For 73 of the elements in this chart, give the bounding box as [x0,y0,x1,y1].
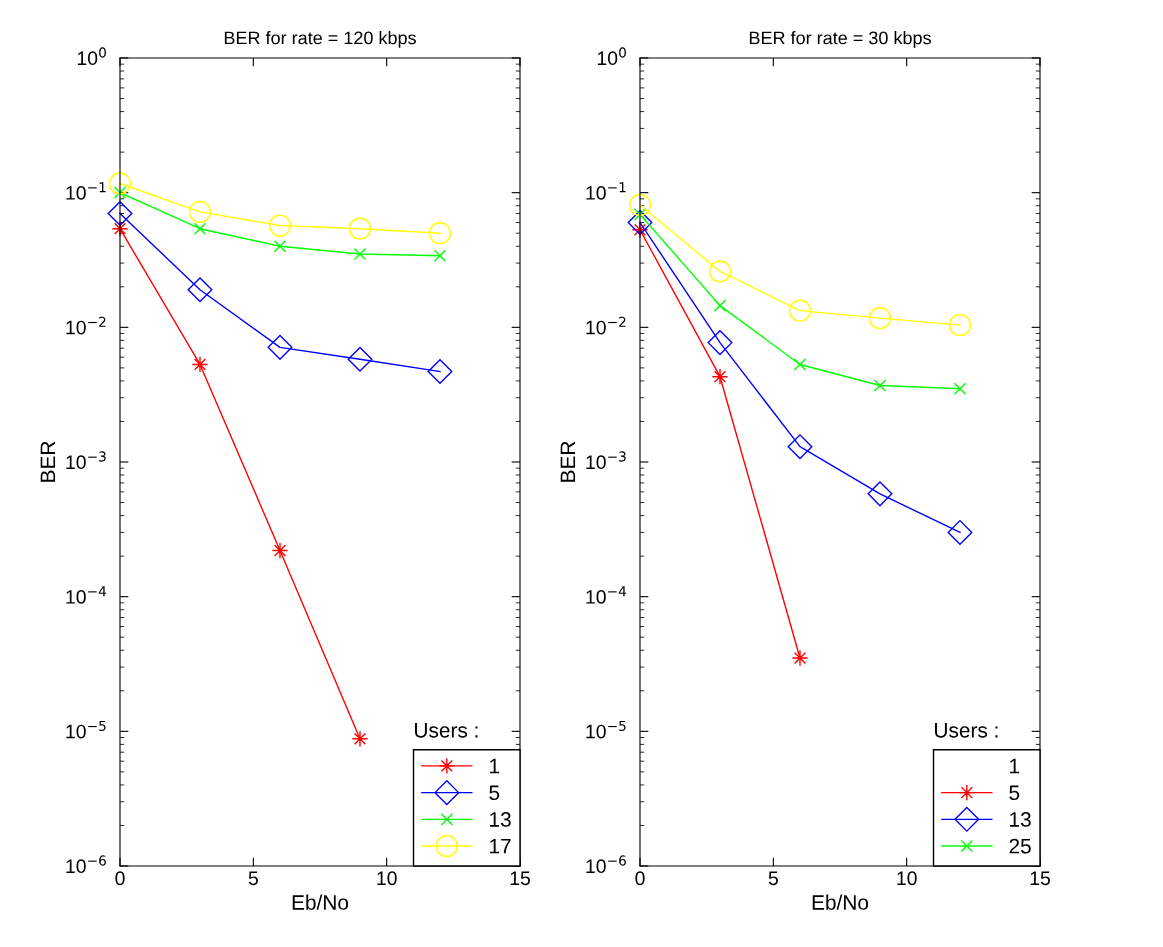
point [188,200,212,223]
point [273,240,287,253]
point [113,186,127,199]
point [948,313,972,337]
legend-label: 13 [490,812,511,827]
point [108,172,132,195]
text: 1 [1010,758,1020,774]
point [867,481,893,507]
x-tick-label: 10 [897,871,917,886]
point [627,210,653,236]
legend-title: Users : [935,723,998,738]
point [713,299,727,312]
legend-label: 5 [489,785,500,801]
y-tick-label: 10$^{−2}$ [586,316,626,335]
y-tick-label: 10$^{−3}$ [586,451,626,470]
y-tick-label: 10$^{−3}$ [66,451,106,470]
point [628,193,652,217]
point [868,307,892,330]
legend-label: 5 [1009,785,1020,801]
y-tick-label: 10$^{−1}$ [66,182,106,200]
y-tick-label: 10$^{−1}$ [586,182,626,200]
point [793,358,807,371]
y-tick-label: 10$^{−2}$ [66,316,106,335]
y-tick-label: 10$^{−5}$ [66,720,106,739]
point [791,649,809,667]
x-tick-label: 0 [115,871,125,886]
point [193,222,207,235]
y-tick-label: 10$^{−6}$ [66,855,106,874]
x-tick-label: 15 [1030,871,1050,886]
y-axis-title: BER [560,441,576,482]
point [633,208,647,221]
point [268,214,292,237]
y-tick-label: 10$^{−4}$ [66,586,107,604]
point [351,730,369,748]
x-axis-title: Eb/No [292,894,349,910]
x-tick-label: 5 [768,871,778,886]
x-tick-label: 10 [377,871,397,886]
legend-label: 1 [490,758,500,774]
point [707,330,733,356]
point [947,519,973,545]
x-tick-label: 0 [635,871,645,886]
point [348,217,372,240]
point [873,379,887,392]
point [347,346,373,372]
point [267,334,293,360]
y-tick-label: 10$^{−5}$ [586,720,626,739]
point [787,434,813,460]
y-tick-label: 10$^{−6}$ [586,855,626,874]
point [427,359,453,384]
x-tick-label: 15 [510,871,530,886]
legend-title: Users : [415,723,478,738]
y-axis-title: BER [40,441,56,482]
legend-label: 25 [1009,838,1031,854]
point [708,260,732,283]
x-axis-title: Eb/No [812,894,869,910]
y-tick-label: 10$^{0}$ [597,47,626,66]
chart-title: BER for rate = 30 kbps [749,31,931,48]
point [788,299,812,322]
point [428,222,452,245]
point [353,247,367,261]
y-tick-label: 10$^{0}$ [77,47,106,66]
point [433,249,447,263]
point [953,382,967,395]
y-tick-label: 10$^{−4}$ [586,586,627,604]
x-tick-label: 5 [248,871,258,886]
chart-title: BER for rate = 120 kbps [224,31,416,48]
point [191,356,209,373]
point [711,368,729,386]
point [187,277,213,303]
legend-label: 17 [490,839,511,854]
point [107,201,133,227]
legend-label: 13 [1010,812,1031,827]
point [271,542,289,559]
